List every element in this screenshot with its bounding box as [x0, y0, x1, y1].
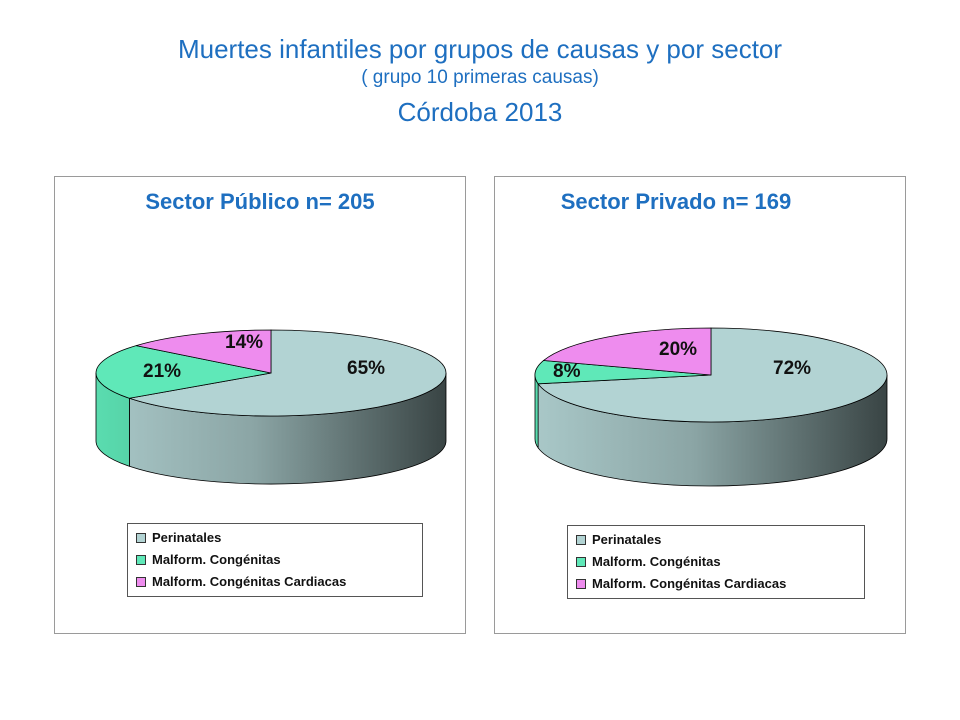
- pie-slice-perinatales: [537, 327, 888, 423]
- pie-chart-privado: 72% 8% 20%: [534, 327, 888, 487]
- legend-label: Perinatales: [592, 532, 662, 547]
- page-location-year: Córdoba 2013: [397, 97, 563, 127]
- data-label-cardiacas: 20%: [659, 339, 697, 360]
- pie-slice-congenitas-side: [534, 374, 539, 450]
- legend-label: Malform. Congénitas Cardiacas: [592, 576, 787, 591]
- pie-slice-cardiacas: [542, 327, 712, 376]
- legend-label: Malform. Congénitas Cardiacas: [152, 574, 347, 589]
- legend-item: Perinatales: [136, 527, 414, 549]
- legend-swatch-perinatales: [576, 534, 586, 545]
- legend-swatch-cardiacas: [576, 578, 586, 589]
- legend-swatch-cardiacas: [136, 576, 146, 587]
- legend-item: Perinatales: [576, 529, 856, 551]
- chart-panel-privado: 72% 8% 20% Sector Privado n= 169 Perinatal…: [494, 176, 906, 634]
- data-label-perinatales: 65%: [347, 358, 385, 379]
- data-label-cardiacas: 14%: [225, 332, 263, 353]
- chart-title: Sector Privado n= 169: [560, 189, 792, 214]
- pie-slice-cardiacas: [136, 329, 272, 374]
- legend-item: Malform. Congénitas: [576, 551, 856, 573]
- legend-label: Perinatales: [152, 530, 222, 545]
- legend-swatch-perinatales: [136, 532, 146, 543]
- chart-panel-publico: 65% 21% 14% Sector Público n= 205 Perinata…: [54, 176, 466, 634]
- chart-legend: Perinatales Malform. Congénitas Malform.…: [567, 525, 865, 599]
- pie-slice-congenitas: [534, 360, 712, 385]
- legend-item: Malform. Congénitas Cardiacas: [136, 571, 414, 593]
- pie-3d: [534, 327, 888, 487]
- page-title: Muertes infantiles por grupos de causas …: [177, 34, 783, 64]
- legend-swatch-congenitas: [576, 556, 586, 567]
- legend-label: Malform. Congénitas: [592, 554, 721, 569]
- legend-label: Malform. Congénitas: [152, 552, 281, 567]
- legend-swatch-congenitas: [136, 554, 146, 565]
- data-label-congenitas: 8%: [553, 361, 581, 382]
- pie-chart-publico: 65% 21% 14%: [95, 329, 447, 485]
- page-titles: Muertes infantiles por grupos de causas …: [0, 32, 960, 130]
- data-label-perinatales: 72%: [773, 358, 811, 379]
- pie-3d: [95, 329, 447, 485]
- legend-item: Malform. Congénitas: [136, 549, 414, 571]
- page-subtitle: ( grupo 10 primeras causas): [361, 67, 599, 88]
- chart-title: Sector Público n= 205: [145, 189, 375, 214]
- pie-slice-congenitas: [95, 345, 272, 399]
- data-label-congenitas: 21%: [143, 361, 181, 382]
- chart-legend: Perinatales Malform. Congénitas Malform.…: [127, 523, 423, 597]
- legend-item: Malform. Congénitas Cardiacas: [576, 573, 856, 595]
- pie-slice-perinatales: [129, 329, 447, 417]
